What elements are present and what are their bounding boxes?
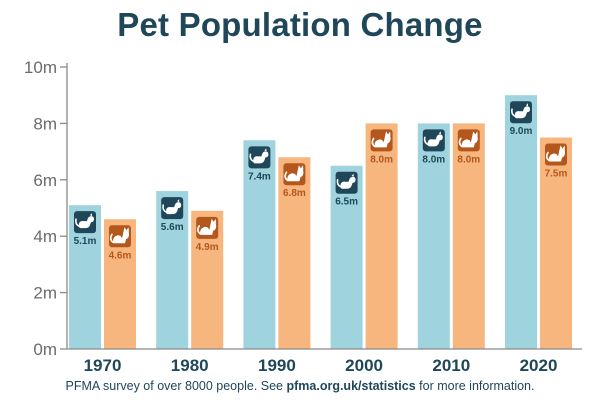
x-axis: 1970 1980 1990 2000 2010 2020: [67, 348, 582, 375]
data-label: 8.0m: [422, 154, 445, 165]
cat-icon: [109, 225, 131, 248]
cat-icon: [283, 163, 306, 186]
x-tick-label: 1990: [258, 356, 296, 375]
dog-icon: [510, 101, 532, 124]
x-tick-label: 2000: [345, 356, 383, 375]
data-label: 5.1m: [74, 236, 97, 247]
dog-icon: [335, 171, 358, 194]
cat-icon: [196, 216, 219, 239]
x-tick-label: 2020: [520, 356, 558, 375]
x-tick-label: 2010: [432, 356, 470, 375]
cat-icon: [457, 129, 480, 152]
bar: [417, 123, 450, 350]
bar: [540, 137, 572, 349]
dog-icon: [74, 211, 96, 234]
bars: 5.1m 4.6m 5.6m 4.9m 7.4m 6.8m 6.5m 8.0m 8.0m 8.0m…: [69, 95, 572, 350]
bar: [243, 140, 276, 349]
footer-suffix: for more information.: [415, 379, 535, 393]
x-tick-label: 1980: [171, 356, 209, 375]
y-axis: 0m 2m 4m 6m 8m 10m: [24, 58, 68, 359]
data-label: 6.8m: [283, 188, 306, 199]
y-tick-label: 8m: [33, 114, 57, 133]
y-tick-label: 2m: [33, 284, 57, 303]
y-tick-label: 0m: [33, 340, 57, 359]
data-label: 6.5m: [335, 197, 358, 208]
chart-title: Pet Population Change: [117, 6, 483, 43]
cat-icon: [370, 129, 393, 152]
dog-icon: [248, 146, 271, 169]
bar: [365, 123, 398, 350]
data-label: 4.6m: [109, 250, 132, 261]
data-label: 7.5m: [545, 169, 568, 180]
y-tick-label: 4m: [33, 227, 57, 246]
x-tick-label: 1970: [84, 356, 122, 375]
y-tick-label: 10m: [24, 58, 57, 77]
data-label: 4.9m: [196, 242, 219, 253]
dog-icon: [161, 197, 184, 220]
data-label: 7.4m: [248, 171, 271, 182]
y-tick-label: 6m: [33, 171, 57, 190]
footer-link[interactable]: pfma.org.uk/statistics: [286, 379, 416, 393]
bar: [330, 165, 363, 349]
bar: [505, 95, 537, 349]
footer-note: PFMA survey of over 8000 people. See pfm…: [0, 379, 600, 393]
footer-prefix: PFMA survey of over 8000 people. See: [65, 379, 287, 393]
dog-icon: [422, 129, 445, 152]
bar: [278, 157, 311, 349]
data-label: 8.0m: [457, 154, 480, 165]
data-label: 5.6m: [161, 222, 184, 233]
data-label: 8.0m: [370, 154, 393, 165]
cat-icon: [545, 143, 567, 166]
data-label: 9.0m: [510, 126, 533, 137]
bar: [452, 123, 485, 350]
